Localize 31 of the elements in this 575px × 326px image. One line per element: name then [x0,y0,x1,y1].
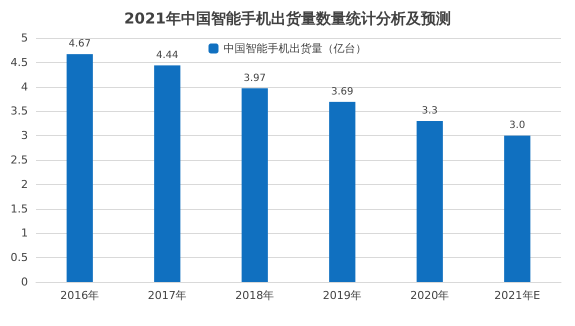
x-tick-label: 2019年 [322,289,362,302]
y-tick-label: 4.5 [10,56,28,69]
y-tick-label: 1 [21,226,28,240]
chart-title: 2021年中国智能手机出货量数量统计分析及预测 [124,10,451,28]
y-tick-label: 2 [21,178,28,191]
y-tick-label: 0.5 [10,251,28,264]
x-tick-label: 2021年E [494,289,540,302]
bar [242,88,268,282]
legend-label: 中国智能手机出货量（亿台） [224,42,366,55]
x-tick-label: 2020年 [410,289,450,302]
y-tick-label: 4 [21,80,28,94]
data-label: 3.69 [331,86,354,98]
y-tick-label: 3 [21,129,28,142]
bar [66,54,93,282]
y-tick-label: 3.5 [10,104,28,118]
data-label: 3.0 [509,120,526,132]
y-tick-label: 1.5 [10,202,28,216]
x-tick-label: 2017年 [148,289,187,302]
bar [504,136,530,282]
x-tick-label: 2016年 [60,289,100,302]
y-tick-label: 2.5 [10,154,28,166]
bar [416,120,443,282]
data-label: 4.67 [68,38,91,50]
bar [329,102,356,282]
data-label: 3.3 [422,105,438,116]
data-label: 3.97 [244,72,266,84]
x-tick-label: 2018年 [235,289,274,302]
y-tick-label: 0 [21,276,28,288]
data-label: 4.44 [156,50,178,61]
bar [154,65,180,282]
y-tick-label: 5 [21,32,28,44]
